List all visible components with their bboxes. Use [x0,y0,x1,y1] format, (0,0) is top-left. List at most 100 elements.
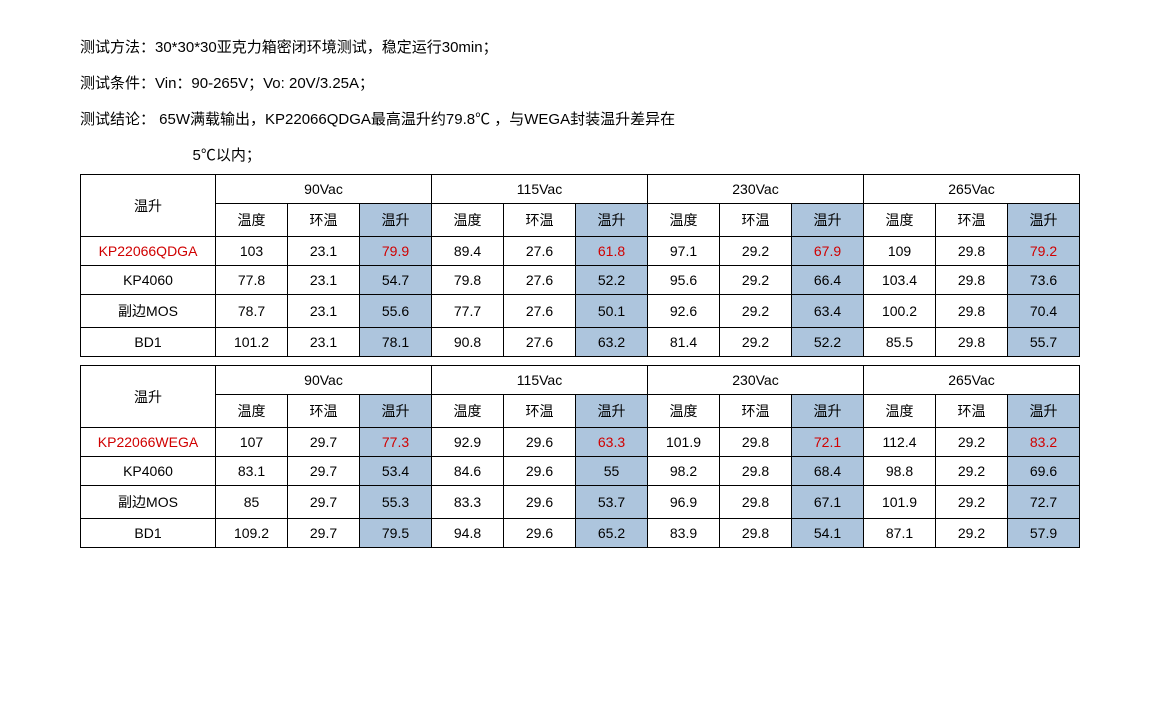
sub-header: 环温 [288,204,360,237]
table-row: BD1109.229.779.594.829.665.283.929.854.1… [81,519,1080,548]
data-cell: 103.4 [864,266,936,295]
data-cell: 72.1 [792,428,864,457]
sub-header: 温升 [1008,395,1080,428]
row-label: KP4060 [81,457,216,486]
data-cell: 100.2 [864,295,936,328]
sub-header: 温升 [792,204,864,237]
data-cell: 55 [576,457,648,486]
data-cell: 29.7 [288,486,360,519]
sub-header: 温度 [216,395,288,428]
data-cell: 77.3 [360,428,432,457]
tables-container: 温升90Vac115Vac230Vac265Vac温度环温温升温度环温温升温度环… [80,174,1080,548]
data-cell: 85.5 [864,328,936,357]
data-cell: 103 [216,237,288,266]
data-cell: 72.7 [1008,486,1080,519]
row-label: BD1 [81,328,216,357]
data-cell: 29.8 [936,266,1008,295]
data-cell: 92.9 [432,428,504,457]
data-cell: 89.4 [432,237,504,266]
data-cell: 57.9 [1008,519,1080,548]
data-cell: 53.7 [576,486,648,519]
sub-header: 环温 [720,204,792,237]
data-cell: 85 [216,486,288,519]
row-label: 副边MOS [81,486,216,519]
data-cell: 55.7 [1008,328,1080,357]
corner-label: 温升 [81,175,216,237]
temperature-table-0: 温升90Vac115Vac230Vac265Vac温度环温温升温度环温温升温度环… [80,174,1080,357]
table-row: 副边MOS78.723.155.677.727.650.192.629.263.… [81,295,1080,328]
table-row: KP406077.823.154.779.827.652.295.629.266… [81,266,1080,295]
sub-header: 温升 [576,204,648,237]
data-cell: 29.6 [504,519,576,548]
data-cell: 29.2 [720,237,792,266]
data-cell: 29.2 [936,428,1008,457]
data-cell: 23.1 [288,266,360,295]
data-cell: 87.1 [864,519,936,548]
data-cell: 29.7 [288,519,360,548]
sub-header: 温升 [360,395,432,428]
data-cell: 63.2 [576,328,648,357]
voltage-header: 230Vac [648,366,864,395]
voltage-header: 115Vac [432,175,648,204]
data-cell: 27.6 [504,237,576,266]
data-cell: 79.5 [360,519,432,548]
sub-header: 环温 [288,395,360,428]
data-cell: 29.8 [720,457,792,486]
data-cell: 27.6 [504,266,576,295]
sub-header: 环温 [936,395,1008,428]
data-cell: 29.2 [720,266,792,295]
data-cell: 29.2 [936,486,1008,519]
data-cell: 29.6 [504,486,576,519]
data-cell: 67.1 [792,486,864,519]
data-cell: 109 [864,237,936,266]
data-cell: 29.7 [288,457,360,486]
row-label: KP22066QDGA [81,237,216,266]
sub-header: 温升 [1008,204,1080,237]
data-cell: 53.4 [360,457,432,486]
data-cell: 66.4 [792,266,864,295]
data-cell: 84.6 [432,457,504,486]
data-cell: 61.8 [576,237,648,266]
data-cell: 77.7 [432,295,504,328]
voltage-header: 115Vac [432,366,648,395]
intro-method: 测试方法：30*30*30亚克力箱密闭环境测试，稳定运行30min； [80,30,1080,66]
table-row: BD1101.223.178.190.827.663.281.429.252.2… [81,328,1080,357]
sub-header: 温度 [864,395,936,428]
row-label: 副边MOS [81,295,216,328]
sub-header: 温升 [576,395,648,428]
table-row: KP22066WEGA10729.777.392.929.663.3101.92… [81,428,1080,457]
data-cell: 107 [216,428,288,457]
data-cell: 68.4 [792,457,864,486]
data-cell: 81.4 [648,328,720,357]
sub-header: 环温 [936,204,1008,237]
data-cell: 101.2 [216,328,288,357]
sub-header: 温升 [792,395,864,428]
data-cell: 29.6 [504,428,576,457]
table-row: 副边MOS8529.755.383.329.653.796.929.867.11… [81,486,1080,519]
data-cell: 65.2 [576,519,648,548]
voltage-header: 90Vac [216,175,432,204]
data-cell: 69.6 [1008,457,1080,486]
data-cell: 98.2 [648,457,720,486]
data-cell: 83.3 [432,486,504,519]
row-label: KP22066WEGA [81,428,216,457]
voltage-header: 230Vac [648,175,864,204]
data-cell: 29.8 [720,486,792,519]
data-cell: 63.4 [792,295,864,328]
data-cell: 23.1 [288,295,360,328]
data-cell: 54.7 [360,266,432,295]
sub-header: 环温 [504,204,576,237]
sub-header: 温升 [360,204,432,237]
data-cell: 29.8 [936,237,1008,266]
temperature-table-1: 温升90Vac115Vac230Vac265Vac温度环温温升温度环温温升温度环… [80,365,1080,548]
sub-header: 温度 [648,204,720,237]
sub-header: 温度 [864,204,936,237]
voltage-header: 265Vac [864,175,1080,204]
data-cell: 97.1 [648,237,720,266]
sub-header: 温度 [648,395,720,428]
data-cell: 29.2 [936,457,1008,486]
data-cell: 52.2 [792,328,864,357]
sub-header: 环温 [504,395,576,428]
data-cell: 55.3 [360,486,432,519]
data-cell: 27.6 [504,328,576,357]
